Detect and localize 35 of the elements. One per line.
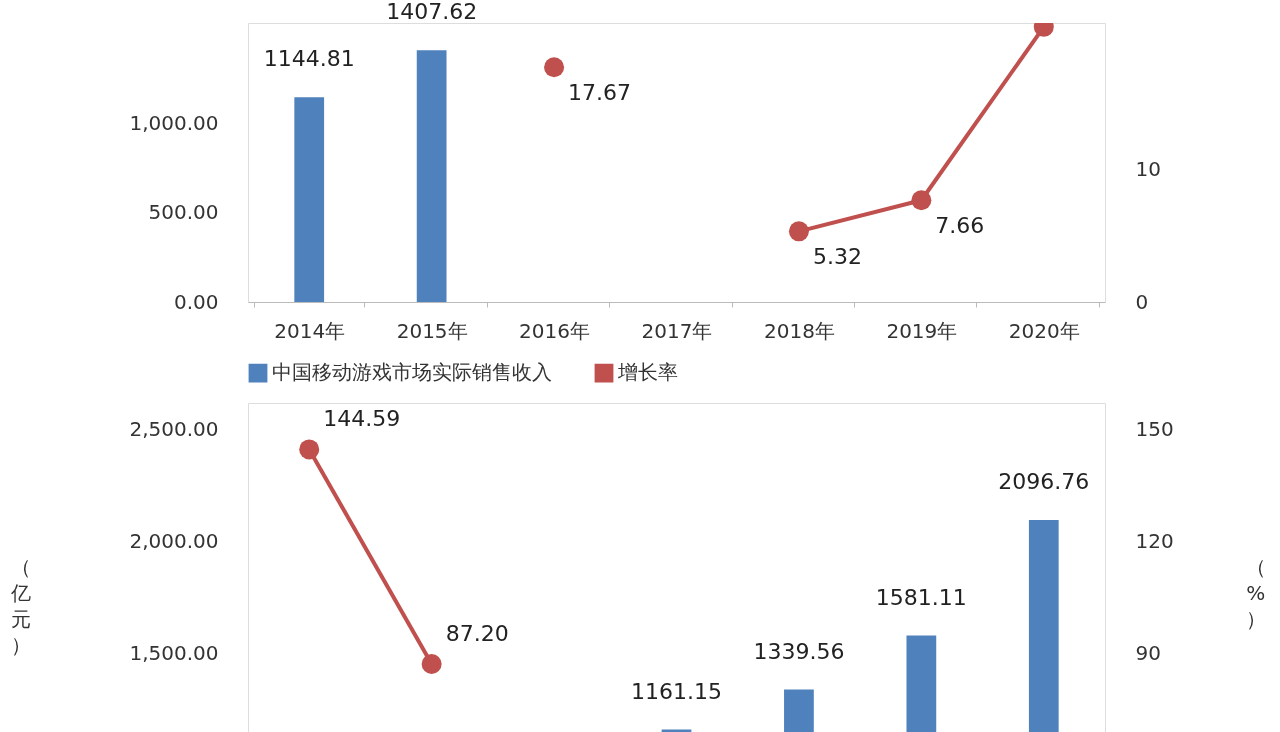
y-tick-label: 500.00 — [148, 200, 219, 225]
x-tick-label: 2014年 — [274, 318, 346, 343]
legend-label: 中国移动游戏市场实际销售收入 — [272, 360, 552, 385]
data-label: 1407.62 — [386, 0, 478, 25]
y2-tick-label: 10 — [1135, 156, 1161, 181]
x-tick-label: 2018年 — [763, 318, 835, 343]
legend-label: 增长率 — [617, 360, 678, 385]
y2-tick-label: 150 — [1135, 416, 1174, 441]
y-tick-label: 1,000.00 — [129, 110, 219, 135]
y-axis-title: （亿元） — [10, 555, 32, 657]
y-tick-label: 2,500.00 — [129, 417, 219, 442]
data-label: 1161.15 — [631, 678, 722, 704]
point — [788, 221, 809, 242]
y-tick-label: 0.00 — [173, 289, 219, 314]
data-label: 1339.56 — [753, 638, 845, 664]
point — [911, 190, 932, 211]
x-tick-label: 2016年 — [519, 318, 591, 343]
x-tick-label: 2019年 — [886, 318, 958, 343]
data-label: 5.32 — [812, 244, 862, 270]
y-tick-label: 2,000.00 — [129, 529, 219, 554]
data-label: 144.59 — [323, 406, 401, 432]
y2-tick-label: 120 — [1135, 528, 1174, 553]
data-label: 2096.76 — [998, 469, 1090, 495]
data-label: 1581.11 — [875, 584, 967, 610]
x-tick-label: 2015年 — [396, 318, 468, 343]
y2-tick-label: 90 — [1135, 640, 1161, 665]
x-tick-label: 2020年 — [1008, 318, 1080, 343]
data-label: 87.20 — [445, 620, 509, 646]
data-label: 17.67 — [568, 80, 632, 106]
y-tick-label: 1,500.00 — [129, 641, 219, 666]
y2-axis-title: （%） — [1245, 555, 1266, 631]
y2-tick-label: 0 — [1135, 289, 1149, 314]
data-label: 1144.81 — [263, 46, 355, 72]
x-tick-label: 2017年 — [641, 318, 713, 343]
data-label: 7.66 — [935, 213, 985, 239]
